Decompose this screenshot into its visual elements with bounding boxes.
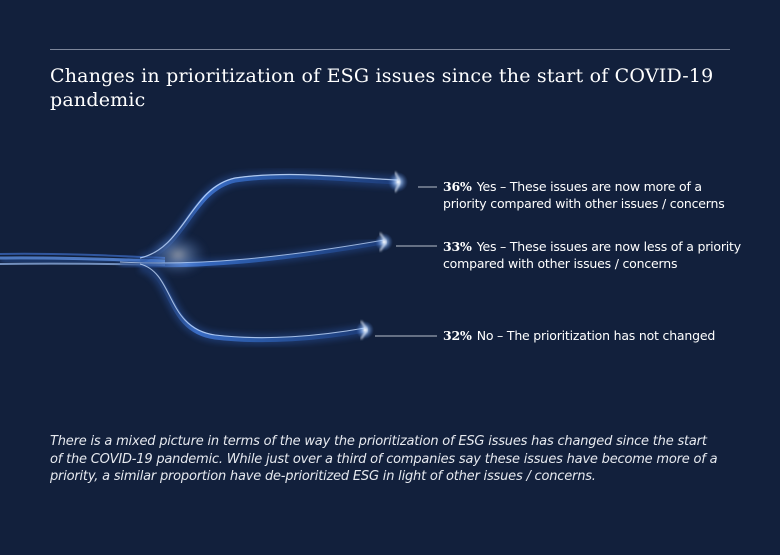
top-divider (50, 49, 730, 50)
fiber-tip-middle (375, 232, 393, 252)
chart-caption: There is a mixed picture in terms of the… (50, 434, 718, 484)
label-less-priority: 33% Yes – These issues are now less of a … (443, 238, 743, 272)
value-label-nochange: 32% (443, 328, 472, 343)
category-label-nochange: No – The prioritization has not changed (476, 328, 716, 343)
category-label-less: Yes – These issues are now less of a pri… (443, 239, 741, 271)
value-label-more: 36% (443, 179, 472, 194)
chart-title: Changes in prioritization of ESG issues … (50, 65, 714, 111)
split-glow (148, 233, 208, 277)
label-no-change: 32% No – The prioritization has not chang… (443, 327, 743, 344)
label-more-priority: 36% Yes – These issues are now more of a … (443, 178, 743, 212)
value-label-less: 33% (443, 239, 472, 254)
fiber-tip-lower (356, 320, 374, 340)
fiber-tip-upper (388, 171, 408, 193)
fiber-optic-illustration (0, 170, 437, 346)
category-label-more: Yes – These issues are now more of a pri… (443, 179, 725, 211)
cable-lower (138, 260, 366, 346)
